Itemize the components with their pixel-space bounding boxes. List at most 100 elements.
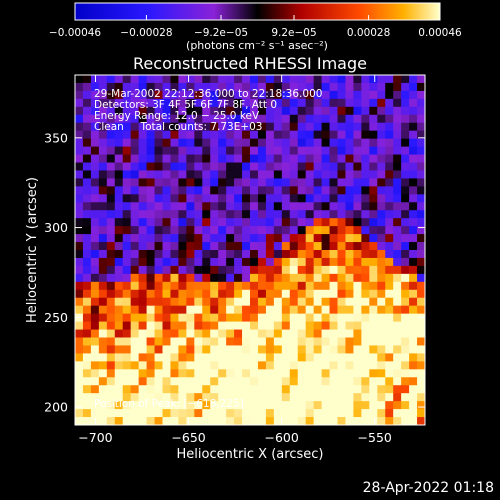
heatmap-cell — [401, 257, 410, 267]
heatmap-cell — [122, 250, 132, 259]
heatmap-cell — [98, 273, 108, 283]
heatmap-cell — [154, 369, 164, 378]
heatmap-cell — [162, 297, 172, 307]
heatmap-cell — [337, 305, 347, 315]
heatmap-cell — [345, 178, 354, 187]
heatmap-cell — [305, 393, 315, 402]
heatmap-cell — [106, 186, 116, 195]
heatmap-cell — [345, 186, 354, 195]
heatmap-cell — [106, 345, 116, 354]
heatmap-cell — [361, 289, 370, 299]
heatmap-cell — [114, 393, 124, 402]
heatmap-cell — [265, 138, 275, 148]
heatmap-cell — [345, 82, 354, 92]
colorbar-gradient — [74, 2, 441, 21]
heatmap-cell — [122, 98, 132, 108]
heatmap-cell — [305, 242, 315, 251]
heatmap-cell — [130, 154, 140, 164]
heatmap-cell — [226, 321, 235, 331]
heatmap-cell — [321, 393, 331, 402]
heatmap-cell — [170, 321, 179, 331]
heatmap-cell — [353, 178, 362, 187]
heatmap-cell — [257, 234, 267, 243]
heatmap-cell — [146, 242, 156, 251]
heatmap-cell — [369, 122, 378, 132]
heatmap-cell — [114, 154, 124, 164]
heatmap-cell — [218, 234, 227, 243]
heatmap-cell — [289, 218, 299, 227]
heatmap-cell — [329, 106, 339, 116]
heatmap-cell — [329, 361, 339, 370]
heatmap-cell — [154, 234, 164, 243]
heatmap-cell — [289, 250, 299, 259]
heatmap-cell — [170, 170, 179, 179]
heatmap-cell — [369, 162, 378, 172]
heatmap-cell — [281, 226, 291, 235]
heatmap-cell — [297, 170, 307, 179]
heatmap-cell — [337, 146, 347, 156]
heatmap-cell — [369, 281, 378, 291]
annotation-energy-range: Energy Range: 12.0 − 25.0 keV — [94, 110, 260, 122]
heatmap-cell — [218, 226, 227, 235]
heatmap-cell — [305, 210, 315, 219]
heatmap-cell — [106, 257, 116, 267]
heatmap-cell — [170, 90, 179, 100]
heatmap-cell — [337, 313, 347, 323]
heatmap-cell — [122, 170, 132, 179]
heatmap-cell — [281, 297, 291, 307]
heatmap-cell — [210, 329, 219, 339]
heatmap-cell — [218, 82, 227, 92]
heatmap-cell — [313, 162, 323, 172]
heatmap-cell — [273, 154, 283, 164]
heatmap-cell — [345, 146, 354, 156]
heatmap-cell — [82, 130, 92, 140]
heatmap-cell — [218, 257, 227, 267]
colorbar-tick-label: −0.00028 — [120, 27, 172, 39]
heatmap-cell — [393, 114, 402, 124]
heatmap-cell — [186, 226, 195, 235]
heatmap-cell — [337, 90, 347, 100]
heatmap-cell — [265, 265, 275, 275]
heatmap-cell — [122, 313, 132, 323]
heatmap-cell — [242, 321, 251, 331]
heatmap-cell — [226, 369, 235, 378]
heatmap-cell — [337, 202, 347, 211]
heatmap-cell — [321, 210, 331, 219]
heatmap-cell — [361, 393, 370, 402]
heatmap-cell — [210, 281, 219, 291]
heatmap-cell — [401, 393, 410, 402]
heatmap-cell — [250, 162, 259, 172]
heatmap-cell — [369, 385, 378, 394]
heatmap-cell — [281, 114, 291, 124]
annotation-time-range: 29-Mar-2002 22:12:36.000 to 22:18:36.000 — [94, 88, 322, 100]
heatmap-cell — [393, 98, 402, 108]
heatmap-cell — [130, 194, 140, 203]
heatmap-cell — [281, 178, 291, 187]
heatmap-cell — [122, 281, 132, 291]
heatmap-cell — [98, 178, 108, 187]
colorbar-tick-label: 0.00028 — [347, 27, 390, 39]
heatmap-cell — [98, 170, 108, 179]
heatmap-cell — [361, 146, 370, 156]
heatmap-cell — [98, 226, 108, 235]
heatmap-cell — [170, 154, 179, 164]
heatmap-cell — [369, 401, 378, 410]
heatmap-cell — [345, 401, 354, 410]
heatmap-cell — [114, 210, 124, 219]
heatmap-cell — [313, 329, 323, 339]
heatmap-cell — [289, 186, 299, 195]
heatmap-cell — [146, 226, 156, 235]
heatmap-cell — [98, 82, 108, 92]
heatmap-cell — [218, 98, 227, 108]
heatmap-cell — [178, 186, 187, 195]
heatmap-cell — [170, 226, 179, 235]
heatmap-cell — [106, 361, 116, 370]
heatmap-cell — [242, 90, 251, 100]
heatmap-cell — [417, 409, 425, 418]
heatmap-cell — [194, 321, 203, 331]
heatmap-cell — [409, 90, 418, 100]
heatmap-cell — [218, 106, 227, 116]
heatmap-cell — [75, 401, 84, 410]
heatmap-cell — [242, 257, 251, 267]
heatmap-cell — [170, 281, 179, 291]
